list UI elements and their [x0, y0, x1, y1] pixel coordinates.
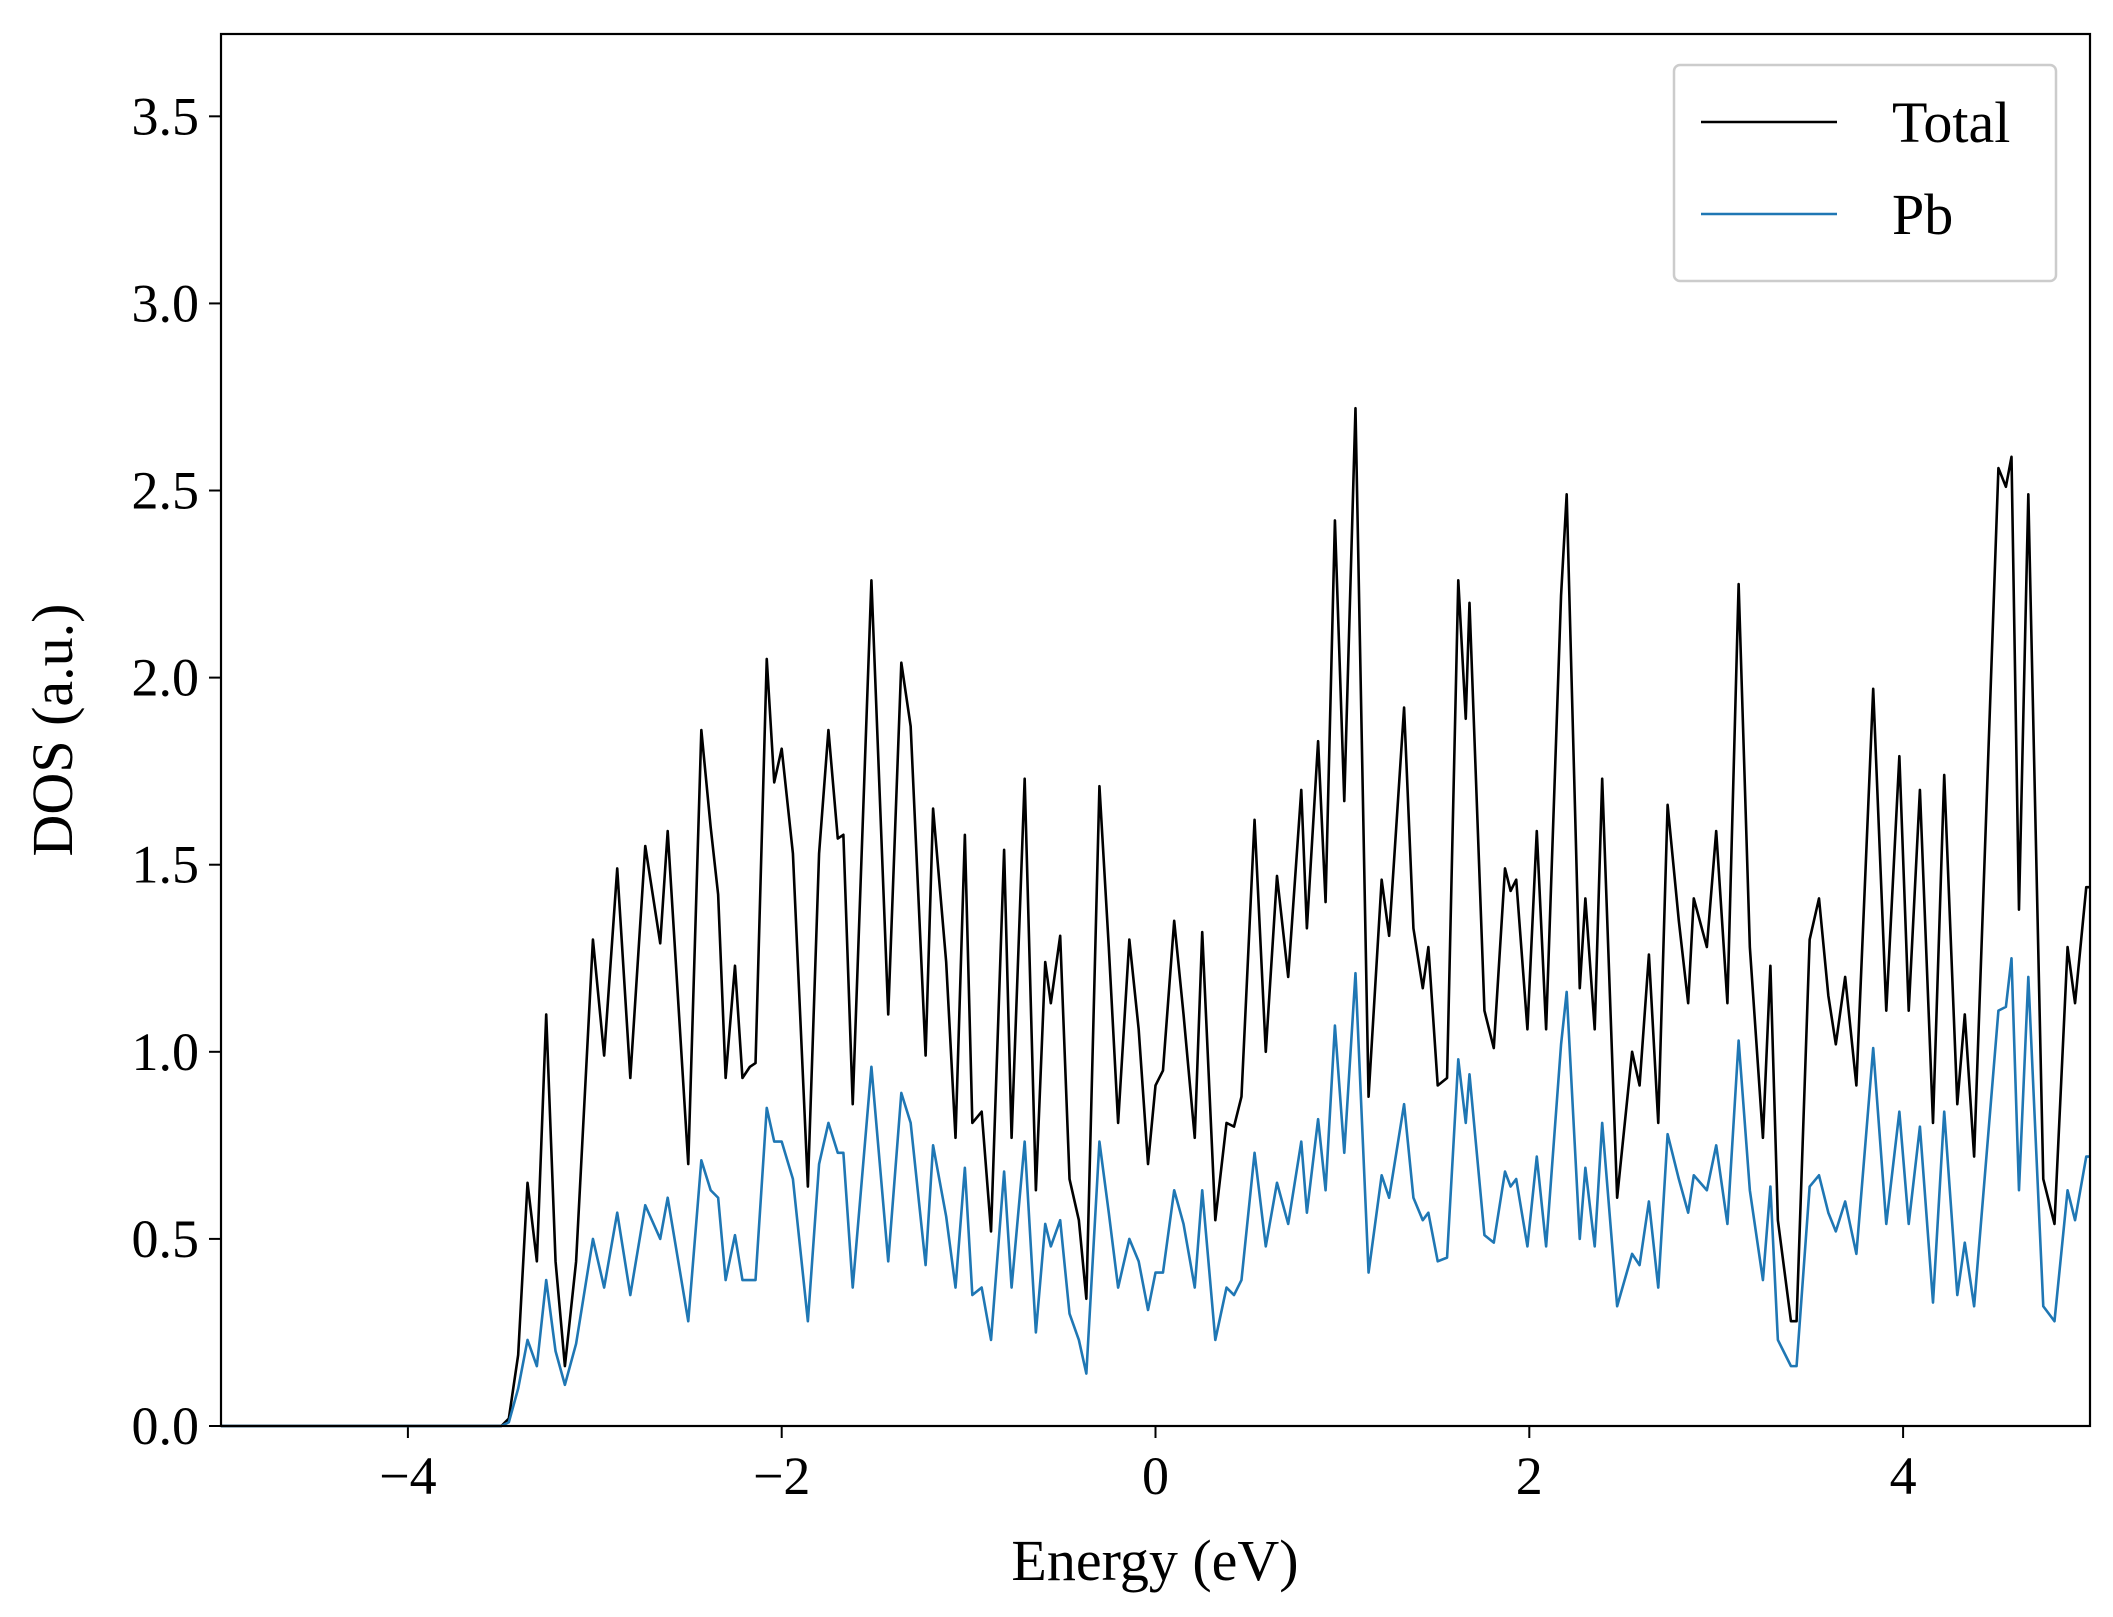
- series-line: [221, 406, 2090, 1428]
- series-line: [221, 956, 2090, 1428]
- y-tick-label: 3.0: [132, 273, 200, 333]
- x-axis-label: Energy (eV): [1011, 1528, 1298, 1593]
- y-tick-label: 0.0: [132, 1396, 200, 1456]
- y-axis-label: DOS (a.u.): [20, 604, 85, 857]
- legend-box: [1672, 63, 2058, 283]
- y-tick-label: 1.0: [132, 1022, 200, 1082]
- y-tick-label: 3.5: [132, 86, 200, 146]
- x-tick-label: −2: [753, 1446, 810, 1506]
- x-tick-label: −4: [379, 1446, 436, 1506]
- plot-frame: [219, 32, 2092, 1428]
- legend-label: Pb: [1892, 182, 1953, 247]
- x-tick-label: 0: [1142, 1446, 1169, 1506]
- y-tick-label: 1.5: [132, 835, 200, 895]
- y-tick-label: 2.5: [132, 461, 200, 521]
- y-tick-label: 2.0: [132, 648, 200, 708]
- x-tick-label: 2: [1516, 1446, 1543, 1506]
- x-tick-label: 4: [1890, 1446, 1917, 1506]
- y-tick-label: 0.5: [132, 1209, 200, 1269]
- legend-label: Total: [1892, 90, 2010, 155]
